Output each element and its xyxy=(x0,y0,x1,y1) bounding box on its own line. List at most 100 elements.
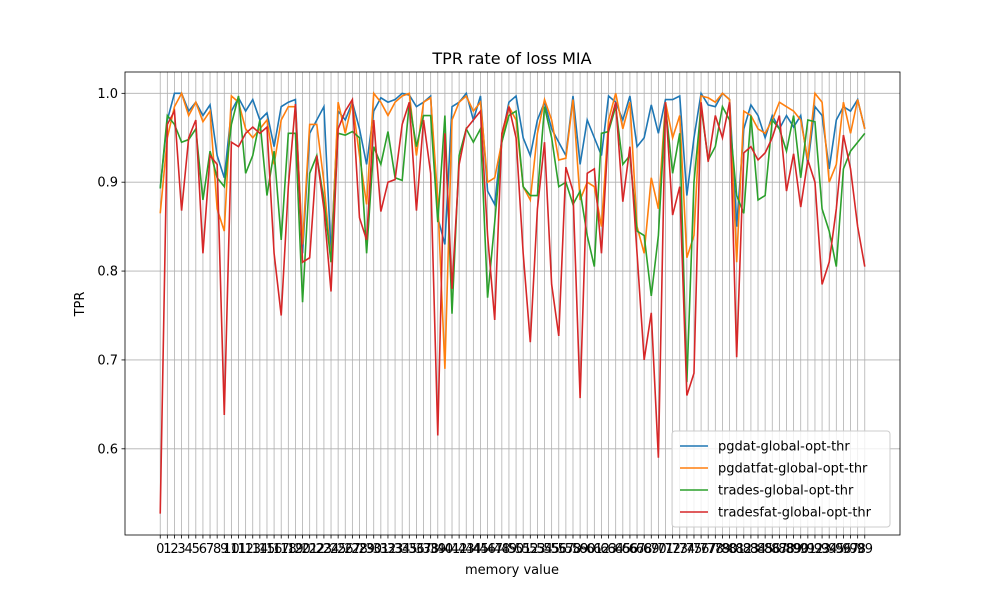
y-tick-label: 0.9 xyxy=(97,176,118,191)
x-tick-label: 81 xyxy=(728,542,745,557)
x-tick-label: 34 xyxy=(394,542,411,557)
x-tick-label: 38 xyxy=(422,542,439,557)
x-tick-label: 31 xyxy=(373,542,390,557)
x-tick-label: 79 xyxy=(714,542,731,557)
x-tick-label: 5 xyxy=(192,542,200,557)
x-tick-label: 84 xyxy=(750,542,767,557)
x-tick-label: 0 xyxy=(156,542,164,557)
x-tick-label: 42 xyxy=(451,542,468,557)
legend-label: pgdatfat-global-opt-thr xyxy=(718,462,868,477)
x-tick-label: 1 xyxy=(163,542,171,557)
x-tick-label: 50 xyxy=(508,542,525,557)
x-tick-label: 26 xyxy=(337,542,354,557)
x-tick-label: 58 xyxy=(565,542,582,557)
series-line xyxy=(159,96,866,514)
x-tick-label: 44 xyxy=(465,542,482,557)
x-tick-label: 53 xyxy=(529,542,546,557)
x-tick-label: 46 xyxy=(479,542,496,557)
x-tick-label: 49 xyxy=(501,542,518,557)
x-tick-label: 15 xyxy=(259,542,276,557)
series-line xyxy=(159,91,866,254)
x-tick-label: 47 xyxy=(486,542,503,557)
x-tick-label: 75 xyxy=(686,542,703,557)
x-tick-label: 52 xyxy=(522,542,539,557)
x-tick-label: 88 xyxy=(778,542,795,557)
x-tick-label: 16 xyxy=(266,542,283,557)
y-tick-label: 0.6 xyxy=(97,442,118,457)
x-tick-label: 90 xyxy=(792,542,809,557)
x-tick-label: 76 xyxy=(693,542,710,557)
x-tick-label: 10 xyxy=(223,542,240,557)
x-tick-label: 30 xyxy=(365,542,382,557)
x-tick-label: 7 xyxy=(206,542,214,557)
x-tick-label: 89 xyxy=(785,542,802,557)
x-tick-label: 91 xyxy=(800,542,817,557)
x-tick-label: 95 xyxy=(828,542,845,557)
x-tick-label: 2 xyxy=(170,542,178,557)
x-tick-label: 97 xyxy=(842,542,859,557)
x-tick-label: 45 xyxy=(472,542,489,557)
x-tick-label: 12 xyxy=(237,542,254,557)
x-tick-label: 68 xyxy=(636,542,653,557)
x-tick-label: 62 xyxy=(593,542,610,557)
x-tick-label: 69 xyxy=(643,542,660,557)
x-tick-label: 56 xyxy=(550,542,567,557)
x-tick-label: 86 xyxy=(764,542,781,557)
x-tick-label: 8 xyxy=(213,542,221,557)
plot-frame xyxy=(124,71,901,536)
x-tick-label: 27 xyxy=(344,542,361,557)
x-tick-label: 40 xyxy=(437,542,454,557)
x-tick-label: 73 xyxy=(671,542,688,557)
x-tick-label: 19 xyxy=(287,542,304,557)
legend-label: pgdat-global-opt-thr xyxy=(718,440,850,455)
x-tick-label: 13 xyxy=(244,542,261,557)
x-tick-label: 33 xyxy=(387,542,404,557)
x-tick-label: 98 xyxy=(849,542,866,557)
x-tick-label: 72 xyxy=(664,542,681,557)
x-tick-label: 9 xyxy=(220,542,228,557)
x-tick-label: 57 xyxy=(558,542,575,557)
x-tick-label: 96 xyxy=(835,542,852,557)
x-tick-label: 24 xyxy=(323,542,340,557)
x-tick-label: 74 xyxy=(679,542,696,557)
x-tick-label: 51 xyxy=(515,542,532,557)
x-tick-label: 94 xyxy=(821,542,838,557)
x-tick-label: 77 xyxy=(700,542,717,557)
x-tick-label: 22 xyxy=(309,542,326,557)
x-tick-label: 64 xyxy=(607,542,624,557)
legend-label: trades-global-opt-thr xyxy=(718,484,854,499)
x-tick-label: 66 xyxy=(622,542,639,557)
x-tick-label: 36 xyxy=(408,542,425,557)
x-tick-label: 71 xyxy=(657,542,674,557)
x-tick-label: 85 xyxy=(757,542,774,557)
x-tick-label: 14 xyxy=(252,542,269,557)
x-tick-label: 48 xyxy=(494,542,511,557)
x-tick-label: 67 xyxy=(629,542,646,557)
x-tick-label: 39 xyxy=(430,542,447,557)
legend-label: tradesfat-global-opt-thr xyxy=(718,506,872,521)
x-tick-label: 78 xyxy=(707,542,724,557)
x-tick-label: 99 xyxy=(856,542,873,557)
x-tick-label: 65 xyxy=(615,542,632,557)
x-tick-label: 70 xyxy=(650,542,667,557)
x-tick-label: 6 xyxy=(199,542,207,557)
x-tick-label: 23 xyxy=(316,542,333,557)
x-tick-label: 63 xyxy=(600,542,617,557)
x-tick-label: 54 xyxy=(536,542,553,557)
x-tick-label: 60 xyxy=(579,542,596,557)
x-tick-label: 83 xyxy=(743,542,760,557)
y-tick-label: 0.8 xyxy=(97,265,118,280)
x-tick-label: 20 xyxy=(294,542,311,557)
x-tick-label: 17 xyxy=(273,542,290,557)
x-tick-label: 18 xyxy=(280,542,297,557)
x-tick-label: 92 xyxy=(807,542,824,557)
x-tick-label: 41 xyxy=(444,542,461,557)
x-tick-label: 11 xyxy=(230,542,247,557)
x-tick-label: 32 xyxy=(380,542,397,557)
y-tick-label: 0.7 xyxy=(97,353,118,368)
x-tick-label: 55 xyxy=(543,542,560,557)
x-tick-label: 59 xyxy=(572,542,589,557)
x-tick-label: 35 xyxy=(401,542,418,557)
x-tick-label: 93 xyxy=(814,542,831,557)
